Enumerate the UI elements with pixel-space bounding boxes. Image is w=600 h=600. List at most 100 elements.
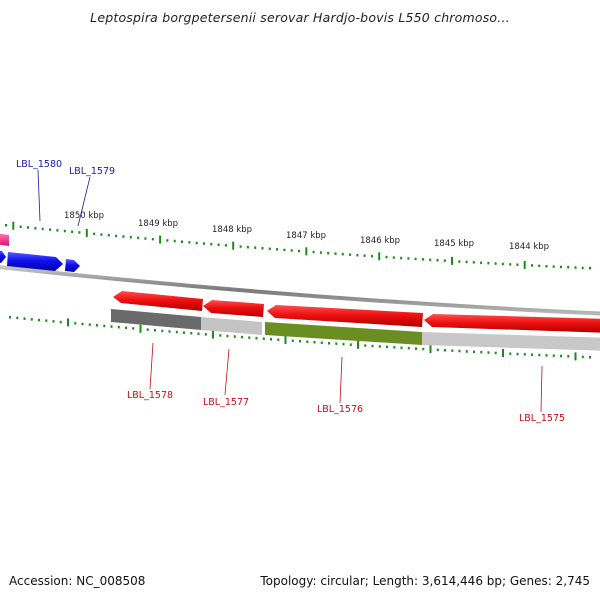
inner-track-minor-tick xyxy=(161,329,164,333)
forward-strand-track xyxy=(0,233,80,272)
outer-track-minor-tick xyxy=(494,262,497,265)
outer-track-minor-tick xyxy=(349,253,352,256)
outer-track-minor-tick xyxy=(465,260,468,264)
outer-track-minor-tick xyxy=(71,230,74,233)
inner-track-minor-tick xyxy=(436,348,439,352)
inner-track-minor-tick xyxy=(204,333,207,336)
kbp-label-1844: 1844 kbp xyxy=(509,242,549,252)
inner-track-minor-tick xyxy=(52,320,55,323)
gene-label-lbl-1580[interactable]: LBL_1580 xyxy=(16,159,62,170)
gene-arrow-lbl-1579[interactable] xyxy=(65,259,80,272)
gene-label-lbl-1578[interactable]: LBL_1578 xyxy=(127,390,173,401)
outer-track-minor-tick xyxy=(268,247,271,251)
inner-track-minor-tick xyxy=(88,323,91,326)
gene-label-lbl-1579[interactable]: LBL_1579 xyxy=(69,166,115,177)
inner-track-minor-tick xyxy=(523,353,526,356)
kbp-label-1845: 1845 kbp xyxy=(434,239,474,249)
outer-track-minor-tick xyxy=(334,252,337,255)
outer-track-minor-tick xyxy=(93,232,96,236)
inner-track-minor-tick xyxy=(560,354,562,358)
inner-track-minor-tick xyxy=(183,331,185,334)
inner-track-minor-tick xyxy=(364,344,367,347)
inner-track-minor-tick xyxy=(465,350,468,353)
inner-track-minor-tick xyxy=(400,346,403,349)
outer-track-minor-tick xyxy=(327,251,330,255)
inner-track-minor-tick xyxy=(480,350,483,354)
outer-track-minor-tick xyxy=(115,234,118,238)
outer-track-minor-tick xyxy=(421,258,424,261)
leader-lbl-1580 xyxy=(37,169,41,222)
inner-track-minor-tick xyxy=(248,336,251,339)
inner-track-minor-tick xyxy=(45,319,48,322)
inner-track-minor-tick xyxy=(407,346,410,350)
outer-track-minor-tick xyxy=(246,245,249,249)
gene-label-lbl-1576[interactable]: LBL_1576 xyxy=(317,404,363,415)
gene-arrow-lbl-1576[interactable] xyxy=(267,305,423,327)
inner-track-minor-tick xyxy=(567,355,570,358)
gene-arrow-magenta[interactable] xyxy=(0,233,9,246)
chromosome-backbone xyxy=(0,265,600,316)
gene-arrow-lbl-1580[interactable] xyxy=(7,252,63,271)
inner-track-minor-tick xyxy=(175,330,178,334)
inner-track-minor-tick xyxy=(393,346,396,349)
inner-track-minor-tick xyxy=(473,350,475,354)
outer-track-minor-tick xyxy=(414,257,417,261)
outer-track-major-tick xyxy=(12,221,15,230)
gene-label-lbl-1577[interactable]: LBL_1577 xyxy=(203,397,249,408)
gene-label-lbl-1575[interactable]: LBL_1575 xyxy=(519,413,565,424)
inner-track-minor-tick xyxy=(30,318,33,321)
inner-track-minor-tick xyxy=(458,349,461,353)
inner-track-minor-tick xyxy=(9,316,11,319)
outer-track-major-tick xyxy=(232,241,235,250)
outer-track-minor-tick xyxy=(41,227,44,231)
outer-track-minor-tick xyxy=(356,253,359,257)
outer-track-minor-tick xyxy=(436,259,439,262)
inner-track-minor-tick xyxy=(262,337,265,340)
gene-arrow-lbl-1577[interactable] xyxy=(203,300,264,317)
outer-track-minor-tick xyxy=(224,244,227,247)
inner-track-minor-tick xyxy=(125,326,127,330)
kbp-label-1846: 1846 kbp xyxy=(360,236,400,246)
inner-track-minor-tick xyxy=(487,351,490,354)
annotation-bar-track xyxy=(111,309,600,351)
inner-track-minor-tick xyxy=(16,316,19,320)
outer-track-minor-tick xyxy=(34,227,37,230)
reverse-strand-track xyxy=(113,291,600,333)
inner-track-minor-tick xyxy=(328,342,330,345)
inner-track-minor-tick xyxy=(451,349,454,352)
outer-track-minor-tick xyxy=(210,242,213,246)
outer-track-major-tick xyxy=(159,235,162,244)
inner-track-minor-tick xyxy=(81,322,84,326)
outer-track-minor-tick xyxy=(203,242,205,245)
gene-arrow-lbl-1578[interactable] xyxy=(113,291,203,311)
inner-track-minor-tick xyxy=(277,338,280,341)
outer-track-minor-tick xyxy=(472,261,475,264)
topology-summary-text: Topology: circular; Length: 3,614,446 bp… xyxy=(260,574,590,588)
inner-track-minor-tick xyxy=(233,335,236,338)
outer-track-minor-tick xyxy=(589,267,591,270)
gene-arrow-partial-blue[interactable] xyxy=(0,250,6,263)
inner-track-minor-tick xyxy=(531,353,533,356)
gene-arrow-lbl-1575[interactable] xyxy=(424,314,600,333)
outer-track-minor-tick xyxy=(276,248,279,251)
inner-track-minor-tick xyxy=(197,332,200,335)
leader-lbl-1577 xyxy=(224,348,230,396)
outer-track-minor-tick xyxy=(239,245,242,248)
inner-track-minor-tick xyxy=(299,340,301,343)
inner-track-minor-tick xyxy=(38,318,40,322)
outer-track-minor-tick xyxy=(188,241,191,244)
outer-track-minor-tick xyxy=(458,260,461,263)
outer-track-minor-tick xyxy=(181,240,183,243)
outer-track-major-tick xyxy=(378,252,381,261)
outer-track-minor-tick xyxy=(480,261,483,264)
kbp-label-1848: 1848 kbp xyxy=(212,225,252,235)
inner-track-minor-tick xyxy=(313,341,316,344)
inner-track-minor-tick xyxy=(444,349,446,352)
outer-track-minor-tick xyxy=(531,264,533,267)
inner-track-minor-tick xyxy=(516,352,519,356)
outer-track-minor-tick xyxy=(173,239,176,243)
inner-track-minor-tick xyxy=(415,347,417,350)
outer-track-minor-tick xyxy=(5,224,7,227)
inner-track-major-tick xyxy=(357,340,359,349)
inner-track-minor-tick xyxy=(226,334,229,338)
